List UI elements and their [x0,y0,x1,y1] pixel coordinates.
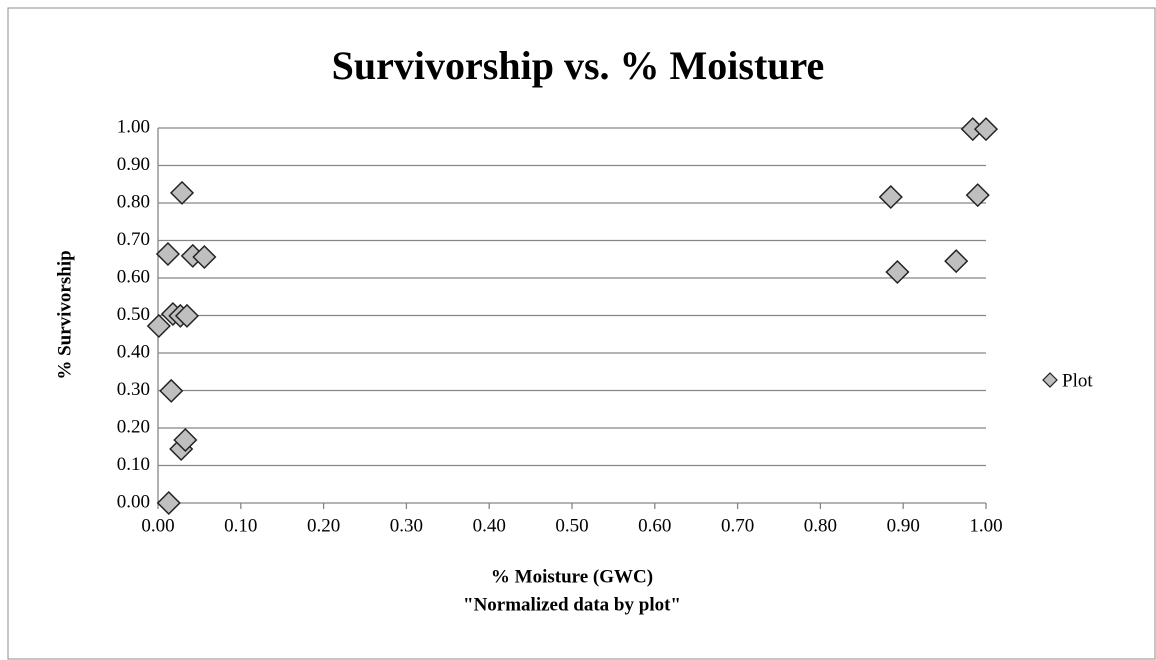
point [192,244,217,270]
point [146,313,171,339]
point [965,183,990,208]
y-axis-title: % Survivorship [54,250,75,379]
chart-frame [7,7,1156,660]
x-axis-title: % Moisture (GWC) [491,566,653,587]
y-tick-label: 0.50 [117,304,150,325]
y-tick-label: 0.40 [117,341,150,362]
y-tick-label: 0.90 [117,154,150,175]
point [973,117,999,142]
point [169,180,195,205]
point [944,249,969,274]
y-tick-label: 0.60 [117,266,150,287]
x-axis-subtitle: "Normalized data by plot" [463,594,681,615]
y-tick-label: 0.70 [117,229,150,250]
point [174,303,200,328]
x-tick-label: 0.10 [224,515,257,536]
point [878,184,903,210]
point [156,490,181,516]
point [155,241,180,267]
legend-marker [1042,372,1058,388]
x-tick-label: 1.00 [969,515,1002,536]
x-tick-label: 0.80 [804,515,837,536]
y-tick-label: 0.00 [117,491,150,512]
x-tick-label: 0.00 [141,515,174,536]
x-tick-label: 0.40 [473,515,506,536]
y-tick-label: 0.80 [117,191,150,212]
y-tick-label: 1.00 [117,116,150,137]
point [159,378,184,403]
legend-label: Plot [1062,370,1093,391]
y-tick-label: 0.30 [117,379,150,400]
x-tick-label: 0.50 [555,515,588,536]
x-tick-label: 0.30 [390,515,423,536]
x-tick-label: 0.20 [307,515,340,536]
x-tick-label: 0.60 [638,515,671,536]
y-tick-label: 0.10 [117,454,150,475]
y-tick-label: 0.20 [117,416,150,437]
point [885,259,910,285]
x-tick-label: 0.70 [721,515,754,536]
x-tick-label: 0.90 [887,515,920,536]
chart-title: Survivorship vs. % Moisture [332,43,825,88]
point [173,427,198,453]
